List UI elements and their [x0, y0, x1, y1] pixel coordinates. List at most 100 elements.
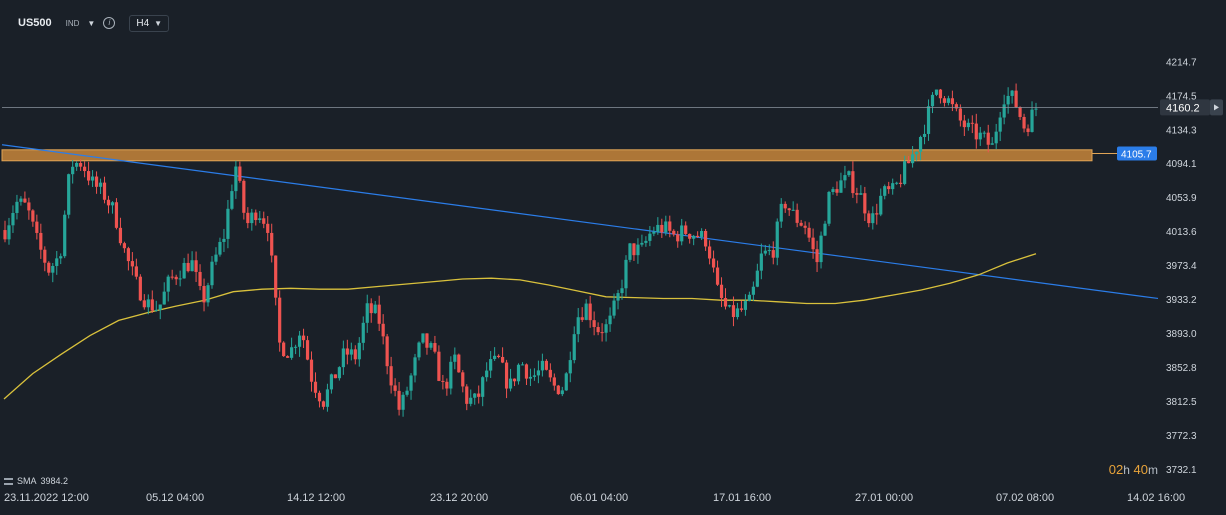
candle-body	[226, 208, 230, 239]
candle-body	[79, 162, 83, 167]
candle-body	[572, 334, 576, 361]
candle-body	[83, 166, 87, 172]
candle-body	[349, 349, 353, 355]
candle-body	[922, 133, 927, 137]
sma-value: 3984.2	[40, 476, 69, 486]
current-price-line: 4160.2	[2, 99, 1223, 116]
candle-body	[930, 94, 935, 107]
candle-body	[600, 332, 604, 334]
candle-body	[536, 370, 541, 376]
candle-body	[353, 349, 357, 360]
candle-body	[592, 320, 596, 328]
resistance-zone[interactable]: 4105.7	[1, 146, 1157, 162]
y-tick-label: 3973.4	[1166, 261, 1197, 272]
candle-body	[110, 202, 115, 206]
candle-body	[771, 250, 775, 258]
candle-body	[11, 212, 15, 226]
candle-body	[325, 389, 330, 407]
x-tick-label: 14.02 16:00	[1127, 492, 1185, 504]
candle-body	[528, 376, 533, 379]
candle-body	[114, 202, 119, 228]
candle-body	[206, 285, 210, 303]
candle-body	[883, 186, 887, 196]
symbol-label[interactable]: US500	[18, 17, 52, 29]
candle-body	[230, 191, 234, 209]
candle-body	[660, 224, 664, 233]
indicators-button[interactable]: IND	[65, 18, 80, 28]
candle-countdown: 02h 40m	[1109, 462, 1158, 477]
chevron-down-icon[interactable]: ▼	[87, 18, 96, 28]
candle-body	[739, 308, 744, 310]
candle-body	[648, 233, 652, 241]
countdown-minutes-unit: m	[1148, 463, 1158, 477]
candle-body	[608, 315, 612, 325]
candle-body	[851, 171, 855, 194]
candle-body	[102, 182, 107, 200]
candle-body	[433, 343, 437, 352]
candle-body	[481, 377, 485, 397]
sma-legend[interactable]: SMA 3984.2	[4, 476, 68, 486]
candle-body	[361, 322, 365, 343]
candle-body	[118, 227, 123, 244]
candle-body	[445, 381, 449, 389]
candle-body	[640, 242, 644, 245]
candle-body	[596, 327, 600, 333]
candle-body	[580, 317, 584, 320]
candle-body	[393, 385, 397, 391]
candle-body	[142, 300, 146, 308]
candle-body	[652, 231, 656, 234]
candle-body	[457, 354, 461, 373]
time-axis[interactable]: 23.11.2022 12:00 05.12 04:00 14.12 12:00 23…	[4, 492, 1185, 504]
countdown-hours-unit: h	[1123, 463, 1130, 477]
x-tick-label: 23.12 20:00	[430, 492, 488, 504]
candle-body	[895, 182, 899, 184]
candle-body	[775, 221, 779, 258]
candle-body	[489, 359, 493, 371]
candle-body	[357, 342, 361, 360]
candle-body	[779, 203, 783, 222]
candle-body	[620, 288, 624, 294]
candle-body	[938, 89, 943, 99]
candle-body	[696, 235, 700, 237]
candle-body	[512, 378, 517, 382]
info-icon[interactable]: i	[103, 17, 116, 29]
candle-body	[373, 304, 377, 314]
timeframe-select[interactable]: H4 ▼	[129, 14, 170, 32]
candle-body	[3, 230, 7, 240]
candle-body	[910, 154, 915, 164]
y-tick-label: 4053.9	[1166, 193, 1197, 204]
candle-body	[329, 374, 334, 390]
candle-body	[715, 267, 720, 285]
candle-body	[39, 232, 43, 250]
candle-body	[962, 120, 966, 128]
candle-body	[704, 230, 708, 247]
candle-body	[194, 260, 198, 272]
y-tick-label: 3732.1	[1166, 465, 1197, 476]
candle-body	[763, 250, 767, 254]
candle-body	[942, 98, 947, 103]
candle-body	[560, 390, 564, 395]
candle-body	[313, 381, 318, 393]
candle-body	[903, 161, 907, 184]
candle-body	[672, 230, 676, 235]
y-tick-label: 3893.0	[1166, 329, 1197, 340]
candle-body	[831, 189, 835, 193]
price-axis[interactable]: 4214.7 4174.5 4134.3 4094.1 4053.9 4013.6 3973…	[1166, 57, 1197, 476]
trendline[interactable]	[1, 144, 1159, 300]
candle-body	[532, 375, 537, 377]
candle-body	[755, 270, 759, 287]
candle-body	[970, 122, 974, 124]
candle-body	[122, 243, 127, 249]
candle-body	[918, 136, 923, 152]
settings-icon[interactable]	[4, 477, 13, 485]
candle-body	[811, 237, 815, 250]
candle-body	[31, 210, 35, 222]
candle-body	[413, 357, 417, 376]
candle-body	[449, 361, 453, 389]
candle-body	[186, 262, 190, 272]
candle-body	[735, 308, 740, 318]
candle-body	[301, 335, 306, 341]
candle-body	[218, 241, 222, 255]
candle-body	[409, 375, 413, 391]
